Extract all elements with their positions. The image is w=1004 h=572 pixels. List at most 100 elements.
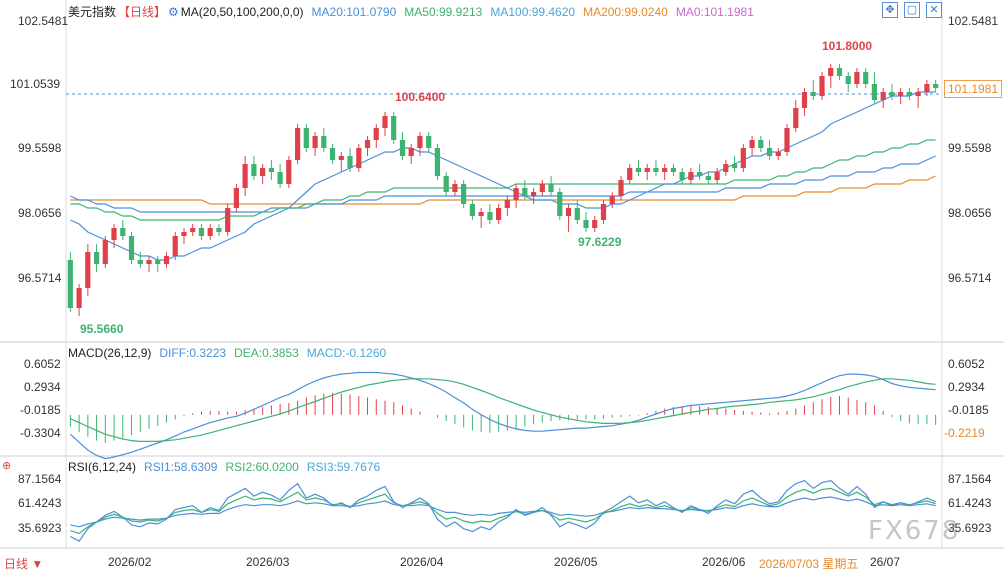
settings-icon[interactable]: ⚙ xyxy=(168,5,179,19)
candle-body xyxy=(452,184,458,192)
macd-axis-label: 0.2934 xyxy=(24,380,61,394)
candle-body xyxy=(723,164,729,172)
candle-body xyxy=(749,140,755,148)
period-switch-button[interactable]: 日线 ▼ xyxy=(4,557,44,571)
candle-body xyxy=(67,260,73,308)
price-axis-label-right: 96.5714 xyxy=(948,271,992,285)
price-axis-label: 101.0539 xyxy=(10,77,61,91)
candle-body xyxy=(373,128,379,140)
candle-body xyxy=(172,236,178,256)
price-axis-label-right: 99.5598 xyxy=(948,141,992,155)
candle-body xyxy=(662,168,668,172)
candle-body xyxy=(635,168,641,172)
macd-dea: DEA:0.3853 xyxy=(234,346,299,360)
ma50-line xyxy=(70,139,936,221)
rsi-params: RSI(6,12,24) xyxy=(68,460,137,474)
candle-body xyxy=(443,176,449,192)
candle-body xyxy=(260,168,266,176)
candle-body xyxy=(426,136,432,148)
price-axis-label: 102.5481 xyxy=(18,14,69,28)
candle-body xyxy=(592,220,598,228)
candle-body xyxy=(277,172,283,184)
candle-body xyxy=(845,76,851,84)
rsi1-line xyxy=(70,480,936,542)
candle-body xyxy=(600,204,607,220)
macd-params: MACD(26,12,9) xyxy=(68,346,152,360)
ma50-value: MA50:99.9213 xyxy=(404,5,483,19)
price-axis-label-right: 98.0656 xyxy=(948,206,992,220)
macd-axis-label: 0.6052 xyxy=(24,357,61,371)
ma200-line xyxy=(70,175,936,205)
candle-body xyxy=(163,256,170,264)
candle-body xyxy=(688,172,694,180)
candle-body xyxy=(181,232,187,236)
rsi2-line xyxy=(70,487,936,535)
rsi3-value: RSI3:59.7676 xyxy=(306,460,381,474)
candle-body xyxy=(242,164,248,188)
candle-body xyxy=(574,208,580,220)
candle-body xyxy=(286,160,292,184)
candle-body xyxy=(732,164,738,168)
candle-body xyxy=(487,212,493,220)
candle-body xyxy=(714,172,720,180)
candle-body xyxy=(120,228,126,236)
candle-body xyxy=(417,136,423,148)
current-price-tag: 101.1981 xyxy=(944,80,1002,98)
rsi-axis-label-right: 87.1564 xyxy=(948,472,992,486)
window-icon[interactable]: ▢ xyxy=(904,2,920,18)
candle-body xyxy=(76,288,82,308)
ma100-value: MA100:99.4620 xyxy=(490,5,576,19)
close-icon[interactable]: ✕ xyxy=(926,2,942,18)
ma100-line xyxy=(70,155,936,213)
rsi-axis-label: 61.4243 xyxy=(18,496,62,510)
rsi1-value: RSI1:58.6309 xyxy=(144,460,218,474)
candle-body xyxy=(522,188,528,196)
period-label[interactable]: 【日线】 xyxy=(118,5,167,19)
ma20-line xyxy=(70,91,936,261)
macd-axis-label: -0.0185 xyxy=(20,403,61,417)
price-axis-label-right: 102.5481 xyxy=(948,14,999,28)
candle-body xyxy=(548,184,554,192)
candle-body xyxy=(871,84,877,100)
macd-axis-label-right: 0.2934 xyxy=(948,380,985,394)
candle-body xyxy=(251,164,257,176)
candle-body xyxy=(216,228,222,232)
candle-body xyxy=(382,116,388,128)
ma20-value: MA20:101.0790 xyxy=(311,5,397,19)
candle-body xyxy=(618,180,624,196)
candle-body xyxy=(155,260,161,264)
candle-body xyxy=(810,92,816,96)
x-axis-label: 26/07 xyxy=(870,555,901,569)
candle-body xyxy=(207,228,213,236)
rsi-header: RSI(6,12,24) RSI1:58.6309 RSI2:60.0200 RSI3… xyxy=(68,460,388,474)
x-axis-label: 2026/05 xyxy=(554,555,598,569)
candle-body xyxy=(915,92,921,96)
crosshair-icon[interactable]: ⊕ xyxy=(2,460,12,472)
move-icon[interactable]: ✥ xyxy=(882,2,898,18)
candle-body xyxy=(364,140,371,148)
candle-body xyxy=(644,168,650,172)
candle-body xyxy=(836,68,843,76)
candle-body xyxy=(338,156,344,160)
candle-body xyxy=(583,220,589,228)
x-axis-label: 2026/06 xyxy=(702,555,746,569)
rsi3-line xyxy=(70,496,936,528)
rsi-axis-label: 87.1564 xyxy=(18,472,62,486)
candle-body xyxy=(653,168,659,172)
period-switch-label: 日线 xyxy=(4,557,29,571)
candle-body xyxy=(670,168,676,172)
rsi-axis-label-right: 61.4243 xyxy=(948,496,992,510)
macd-current-value: -0.2219 xyxy=(944,426,985,440)
candle-body xyxy=(784,128,790,152)
candle-body xyxy=(137,260,143,264)
candle-body xyxy=(312,136,318,148)
candle-body xyxy=(321,136,327,148)
candle-body xyxy=(801,92,808,108)
candle-body xyxy=(198,228,204,236)
price-axis-label: 99.5598 xyxy=(18,141,62,155)
macd-axis-label-right: -0.0185 xyxy=(948,403,989,417)
macd-axis-label: -0.3304 xyxy=(20,426,61,440)
macd-dea-line xyxy=(70,378,936,442)
macd-diff: DIFF:0.3223 xyxy=(159,346,227,360)
